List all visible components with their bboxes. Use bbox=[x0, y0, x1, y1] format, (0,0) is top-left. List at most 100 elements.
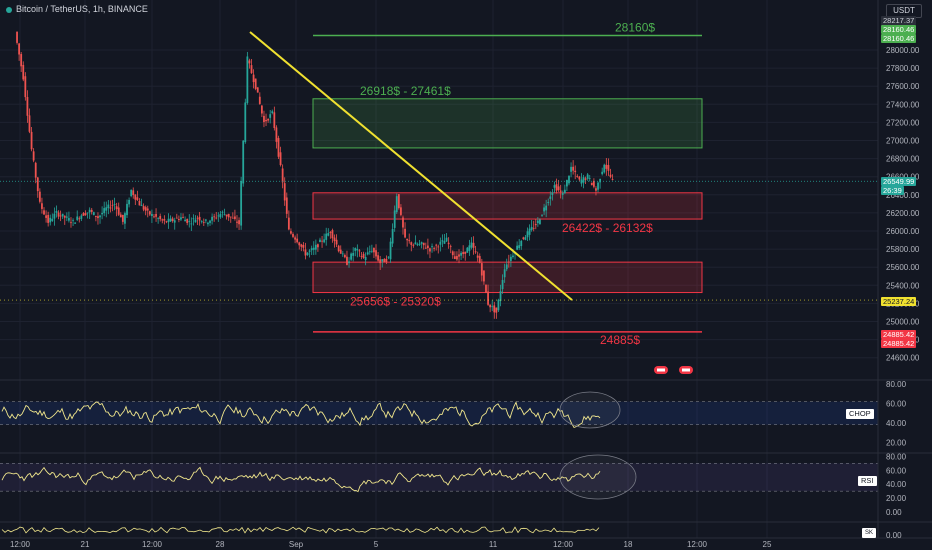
candle-body bbox=[161, 219, 164, 221]
candle-body bbox=[576, 176, 579, 178]
candle-body bbox=[439, 241, 442, 245]
candle-body bbox=[397, 194, 400, 209]
candle-body bbox=[433, 248, 436, 249]
candle-body bbox=[343, 255, 346, 258]
candle-body bbox=[592, 180, 595, 187]
candle-body bbox=[34, 162, 37, 178]
price-tick-label: 28000.00 bbox=[886, 46, 920, 55]
candle-body bbox=[103, 208, 106, 214]
overlays: 28160$ 26918$ - 27461$ 26422$ - 26132$ 2565… bbox=[0, 21, 878, 374]
candle-body bbox=[304, 249, 307, 256]
candle-body bbox=[563, 189, 566, 194]
candle-body bbox=[480, 263, 483, 276]
candle-body bbox=[117, 207, 120, 215]
candle-body bbox=[431, 246, 433, 248]
rsi-tick-label: 60.00 bbox=[886, 466, 907, 475]
candle-body bbox=[292, 234, 294, 237]
rsi-tick-label: 20.00 bbox=[886, 494, 907, 503]
candle-body bbox=[140, 204, 143, 206]
candle-body bbox=[41, 203, 43, 209]
third-tag: SK bbox=[862, 528, 877, 538]
candle-body bbox=[70, 222, 72, 224]
candle-body bbox=[429, 248, 431, 252]
candle-body bbox=[445, 237, 448, 242]
candle-body bbox=[188, 221, 191, 222]
candle-body bbox=[248, 60, 251, 64]
candle-body bbox=[441, 240, 444, 242]
candle-body bbox=[196, 217, 199, 219]
candle-body bbox=[306, 252, 309, 255]
candle-body bbox=[310, 248, 313, 251]
chop-tick-label: 80.00 bbox=[886, 380, 907, 389]
candle-body bbox=[373, 247, 375, 253]
candle-body bbox=[366, 252, 369, 255]
candle-body bbox=[300, 244, 303, 247]
candle-body bbox=[584, 178, 587, 180]
candle-body bbox=[76, 216, 79, 220]
candle-body bbox=[217, 215, 220, 217]
candle-body bbox=[449, 246, 452, 248]
candle-body bbox=[151, 213, 153, 217]
candle-body bbox=[555, 184, 558, 191]
candle-body bbox=[184, 219, 187, 222]
candle-body bbox=[499, 291, 502, 302]
candle-body bbox=[265, 119, 267, 122]
candle-body bbox=[99, 215, 101, 218]
candle-body bbox=[63, 215, 66, 218]
candle-body bbox=[72, 219, 74, 221]
chop-tick-label: 20.00 bbox=[886, 438, 907, 447]
candle-body bbox=[393, 210, 396, 228]
candle-body bbox=[541, 214, 543, 216]
candle-body bbox=[252, 74, 255, 83]
price-badge-low-a: 24885.42 bbox=[881, 330, 917, 339]
candle-body bbox=[522, 237, 525, 239]
candle-body bbox=[74, 222, 77, 224]
candle-body bbox=[389, 241, 392, 260]
candle-body bbox=[180, 217, 182, 220]
candle-body bbox=[142, 205, 145, 210]
candle-body bbox=[337, 245, 340, 252]
candle-body bbox=[88, 209, 91, 213]
symbol-title[interactable]: Bitcoin / TetherUS, 1h, BINANCE bbox=[6, 4, 148, 14]
candle-body bbox=[279, 152, 282, 166]
candle-body bbox=[495, 307, 498, 313]
candle-body bbox=[263, 115, 265, 123]
candle-body bbox=[420, 242, 423, 244]
time-tick-label: 25 bbox=[763, 540, 772, 549]
candle-body bbox=[595, 188, 597, 191]
candle-body bbox=[360, 256, 363, 258]
candle-body bbox=[418, 243, 421, 245]
candle-body bbox=[456, 256, 458, 260]
candle-body bbox=[57, 212, 60, 217]
candle-body bbox=[256, 87, 259, 93]
candle-body bbox=[341, 253, 344, 255]
candle-body bbox=[476, 255, 479, 258]
price-tick-label: 27600.00 bbox=[886, 82, 920, 91]
price-tick-label: 25000.00 bbox=[886, 318, 920, 327]
candle-body bbox=[443, 241, 446, 244]
price-tick-label: 27000.00 bbox=[886, 137, 920, 146]
candle-body bbox=[603, 164, 606, 173]
candle-body bbox=[549, 196, 552, 199]
candle-body bbox=[509, 256, 512, 261]
time-tick-label: 21 bbox=[81, 540, 90, 549]
candle-body bbox=[381, 259, 384, 262]
candle-body bbox=[36, 177, 39, 192]
candle-body bbox=[20, 54, 23, 67]
candle-body bbox=[207, 222, 209, 225]
candle-body bbox=[157, 218, 160, 219]
candle-body bbox=[167, 218, 170, 223]
candle-body bbox=[385, 258, 388, 262]
candle-body bbox=[501, 279, 504, 290]
candle-body bbox=[47, 214, 50, 223]
candle-body bbox=[474, 251, 477, 253]
candle-body bbox=[294, 237, 296, 240]
flag-icon-detail bbox=[682, 368, 690, 372]
candle-body bbox=[68, 218, 70, 221]
candle-body bbox=[45, 215, 47, 218]
candle-body bbox=[223, 214, 226, 216]
candle-body bbox=[18, 43, 21, 55]
candle-body bbox=[136, 197, 139, 201]
candle-body bbox=[464, 251, 467, 254]
